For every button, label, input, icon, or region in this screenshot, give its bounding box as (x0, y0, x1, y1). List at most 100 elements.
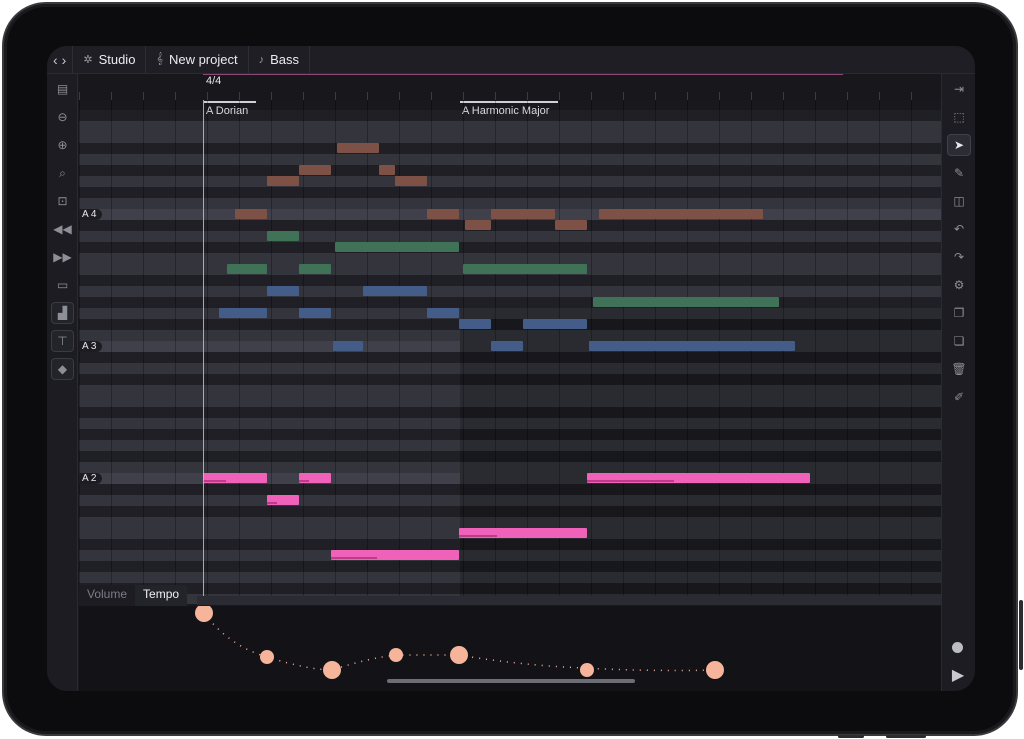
ruler-tick (623, 92, 624, 100)
pitch-row (79, 154, 941, 165)
bass-note[interactable] (299, 473, 331, 483)
tempo-lane[interactable] (79, 604, 941, 691)
breadcrumb-project[interactable]: 𝄞 New project (146, 46, 249, 73)
bass-note[interactable] (203, 473, 267, 483)
bar-chart-icon[interactable]: ▟ (51, 302, 74, 324)
gear-icon: ✲ (83, 54, 93, 66)
ruler-tick (207, 92, 208, 100)
bass-note[interactable] (267, 495, 299, 505)
pitch-row (79, 231, 941, 242)
quantize-icon[interactable]: ✐ (953, 390, 965, 404)
pitch-row (79, 132, 941, 143)
beat-line (495, 100, 496, 604)
music-note-icon: ♪ (258, 53, 265, 66)
scale-shade (460, 374, 941, 385)
paint-roller-icon[interactable]: ⊤ (51, 330, 74, 352)
ghost-note (427, 209, 459, 219)
scale-label[interactable]: A Harmonic Major (462, 105, 550, 117)
breadcrumb-track[interactable]: ♪ Bass (249, 46, 310, 73)
chevron-left-icon[interactable]: ‹ (53, 51, 58, 68)
beat-line (591, 100, 592, 604)
beat-line (847, 100, 848, 604)
play-icon[interactable]: ▶ (951, 667, 965, 684)
history-nav: ‹ › (47, 46, 74, 73)
tag-icon[interactable]: ◆ (51, 358, 74, 380)
beat-line (431, 100, 432, 604)
bass-note[interactable] (459, 528, 587, 538)
zoom-out-icon[interactable]: ⊖ (57, 110, 68, 124)
collapse-icon[interactable]: ⇥ (953, 82, 965, 96)
layout-icon[interactable]: ▤ (56, 82, 69, 96)
ghost-note (593, 297, 779, 307)
scale-shade (460, 440, 941, 451)
side-button (1019, 600, 1023, 670)
lane-scrollbar[interactable] (197, 596, 941, 605)
ruler-tick (527, 92, 528, 100)
copy-icon[interactable]: ❐ (953, 306, 965, 320)
zoom-fit-icon[interactable]: ⌕ (59, 165, 66, 180)
ghost-note (267, 231, 299, 241)
paste-icon[interactable]: ❏ (953, 334, 965, 348)
scale-shade (460, 484, 941, 495)
undo-icon[interactable]: ↶ (953, 222, 965, 236)
left-toolbar: ▤ ⊖ ⊕ ⌕ ⊡ ◀◀ ▶▶ ▭ ▟ ⊤ ◆ (47, 74, 78, 691)
pitch-row (79, 165, 941, 176)
tempo-point (195, 604, 213, 622)
ghost-note (235, 209, 267, 219)
bass-note[interactable] (587, 473, 810, 483)
tab-tempo[interactable]: Tempo (135, 585, 188, 606)
record-icon[interactable] (952, 642, 963, 653)
ruler-tick (655, 92, 656, 100)
beat-line (367, 100, 368, 604)
beat-line (687, 100, 688, 604)
ghost-note (463, 264, 587, 274)
scale-shade (460, 407, 941, 418)
tempo-point (450, 646, 468, 664)
ruler-tick (143, 92, 144, 100)
rewind-icon[interactable]: ◀◀ (53, 222, 72, 236)
tab-volume[interactable]: Volume (79, 585, 136, 606)
pitch-row (79, 187, 941, 198)
ruler-tick (495, 92, 496, 100)
ghost-note (459, 319, 491, 329)
zoom-in-icon[interactable]: ⊕ (57, 138, 68, 152)
pencil-icon[interactable]: ✎ (953, 166, 965, 180)
ghost-note (219, 308, 267, 318)
piano-roll-grid[interactable]: A Dorian A Harmonic Major A 4 A 3 A 2 (79, 100, 941, 604)
ruler-tick (687, 92, 688, 100)
ruler-tick (751, 92, 752, 100)
ruler-tick (815, 92, 816, 100)
breadcrumb-studio[interactable]: ✲ Studio (73, 46, 147, 73)
fast-forward-icon[interactable]: ▶▶ (53, 250, 72, 264)
marquee-select-icon[interactable]: ⬚ (953, 110, 965, 124)
scale-label[interactable]: A Dorian (206, 105, 249, 117)
pitch-row (79, 253, 941, 264)
beat-line (239, 100, 240, 604)
bass-note[interactable] (331, 550, 459, 560)
ghost-note (395, 176, 427, 186)
trash-icon[interactable]: 🗑 (951, 362, 967, 376)
ghost-note (335, 242, 459, 252)
velocity-bar (299, 480, 309, 482)
playhead[interactable] (203, 100, 204, 604)
focus-icon[interactable]: ⊡ (57, 194, 68, 208)
timeline-ruler[interactable]: 4/4 (79, 74, 941, 103)
settings-icon[interactable]: ⚙ (953, 278, 965, 292)
beat-line (783, 100, 784, 604)
ghost-note (427, 308, 459, 318)
split-icon[interactable]: ◫ (953, 194, 965, 208)
chevron-right-icon[interactable]: › (61, 51, 67, 68)
scale-shade (460, 330, 941, 341)
ghost-note (555, 220, 587, 230)
ghost-note (491, 341, 523, 351)
scale-range (460, 101, 558, 103)
pitch-label: A 4 (79, 209, 103, 220)
scale-shade (460, 319, 941, 330)
beat-line (559, 100, 560, 604)
redo-icon[interactable]: ↷ (953, 250, 965, 264)
pointer-icon[interactable]: ➤ (947, 134, 971, 156)
panel-icon[interactable]: ▭ (56, 278, 69, 292)
breadcrumb-label: New project (168, 52, 238, 67)
scale-shade (460, 385, 941, 396)
scale-shade (460, 308, 941, 319)
